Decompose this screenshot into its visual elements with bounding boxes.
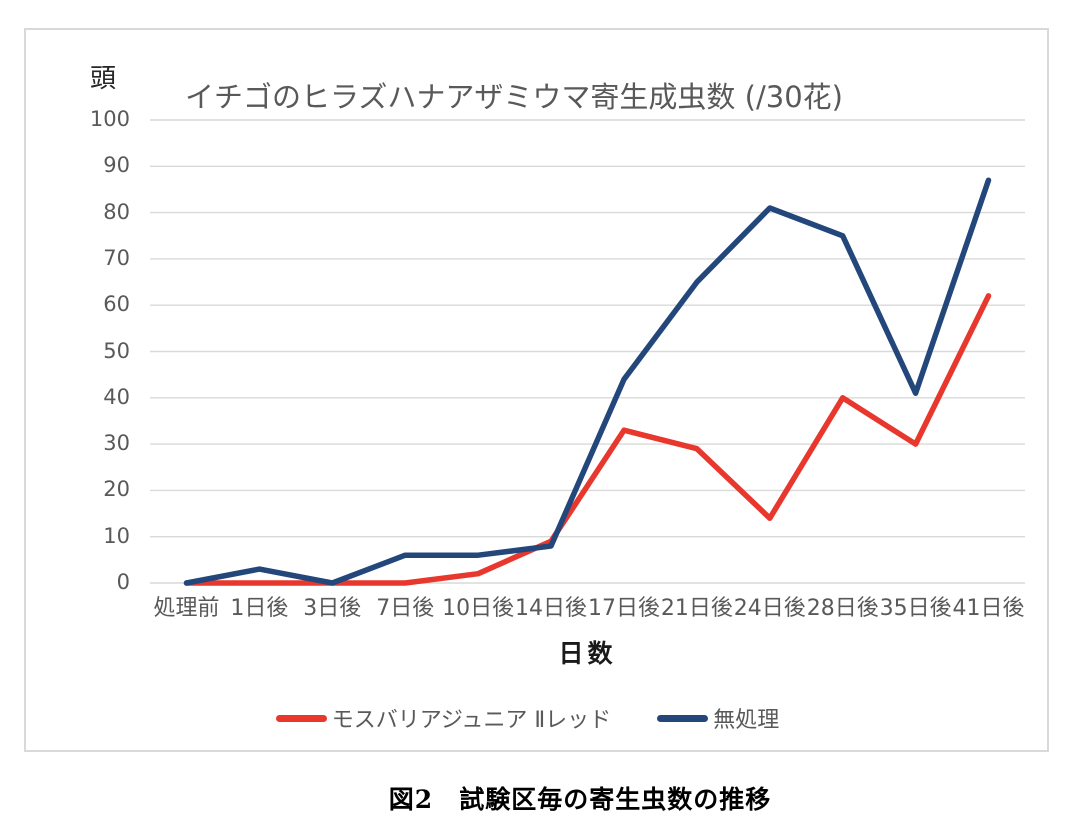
x-tick-label: 1日後 [230,596,289,621]
legend-blue-line-swatch [657,714,709,722]
series-line-0 [183,293,992,586]
y-tick-label: 30 [103,431,130,456]
y-tick-label: 0 [116,570,130,594]
y-tick-label: 60 [103,292,130,317]
x-tick-label: 41日後 [952,596,1025,621]
x-tick-label: 28日後 [806,596,879,621]
legend-item-untreated: 無処理 [657,702,779,734]
legend-item-treated: モスバリアジュニア Ⅱレッド [275,702,612,734]
x-tick-label: 21日後 [660,596,733,621]
x-tick-label: 14日後 [515,596,588,621]
y-tick-label: 40 [103,384,130,409]
x-tick-label: 17日後 [587,596,660,621]
x-tick-label: 24日後 [733,596,806,621]
x-tick-label: 35日後 [879,596,952,621]
legend-red-line-swatch [275,714,327,722]
x-tick-label: 3日後 [303,596,362,621]
y-tick-label: 90 [103,153,130,178]
x-tick-label: 7日後 [376,596,435,621]
y-tick-label: 20 [103,477,130,502]
figure-caption: 図2 試験区毎の寄生虫数の推移 [388,785,772,814]
x-axis-title: 日数 [558,639,617,668]
y-tick-label: 100 [89,107,130,131]
x-tick-label: 処理前 [153,596,220,621]
chart-frame: 頭 イチゴのヒラズハナアザミウマ寄生成虫数 (/30花) 0 10 20 30 40 50… [24,28,1049,752]
y-tick-label: 50 [103,338,130,363]
legend: モスバリアジュニア Ⅱレッド 無処理 [26,702,1029,734]
legend-label-treated: モスバリアジュニア Ⅱレッド [331,708,612,733]
line-plot-canvas [150,119,1025,586]
y-tick-label: 10 [103,523,130,548]
legend-label-untreated: 無処理 [713,708,780,733]
y-tick-label: 70 [103,245,130,270]
caption-row: 図2 試験区毎の寄生虫数の推移 [84,780,1076,816]
y-tick-label: 80 [103,199,130,224]
y-axis-unit-label: 頭 [90,64,117,94]
chart-title: イチゴのヒラズハナアザミウマ寄生成虫数 (/30花) [185,80,843,114]
series-line-1 [183,177,992,586]
x-tick-label: 10日後 [442,596,515,621]
